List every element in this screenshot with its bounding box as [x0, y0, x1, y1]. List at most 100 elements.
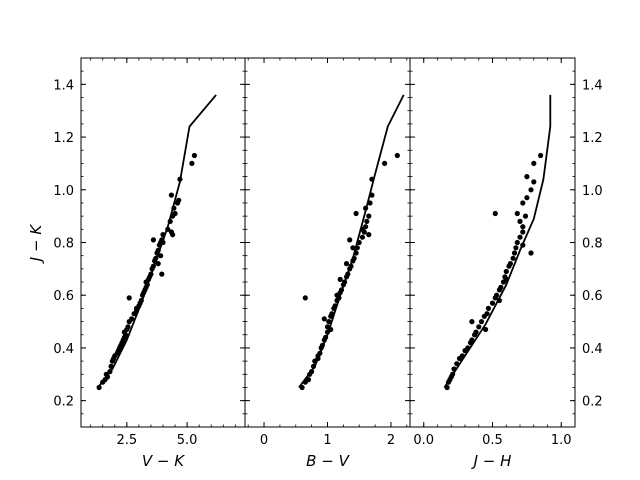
data-point [366, 232, 372, 238]
data-point [353, 210, 359, 217]
data-point [334, 292, 340, 298]
data-point [478, 319, 485, 325]
data-point [366, 213, 372, 219]
data-point [160, 239, 166, 246]
x-axis-label: V − K [142, 452, 185, 470]
data-point [160, 232, 166, 238]
data-point [143, 279, 149, 285]
data-point [454, 361, 460, 367]
data-point [338, 287, 345, 293]
data-point [319, 342, 325, 348]
data-point [492, 210, 498, 217]
data-point [359, 234, 365, 240]
data-point [511, 250, 518, 256]
data-point [321, 316, 327, 322]
data-point [524, 174, 530, 180]
y-tick-label-left: 0.6 [53, 289, 74, 304]
data-point [364, 218, 370, 224]
y-tick-label-left: 1.0 [53, 184, 74, 199]
y-axis-label: J − K [27, 224, 45, 265]
data-point [498, 284, 504, 290]
x-tick-label: 0 [260, 433, 268, 448]
x-tick-label: 2 [387, 433, 395, 448]
data-point [359, 226, 365, 232]
data-point [363, 205, 369, 211]
x-axis-label: J − H [471, 452, 512, 470]
panels-layer: 2.5 5.0 V − K 0 1 2 B − V 0.0 0.5 1.0 J − H [80, 57, 576, 470]
data-point [538, 152, 544, 159]
x-tick-label: 0.0 [413, 433, 434, 448]
data-point [469, 319, 475, 325]
y-tick-label-right: 1.0 [582, 184, 603, 199]
data-point [345, 271, 351, 277]
data-point [469, 337, 475, 343]
y-tick-label-right: 0.2 [582, 395, 603, 410]
data-point [317, 350, 323, 356]
data-point [369, 192, 375, 198]
y-tick-label-right: 0.6 [582, 289, 603, 304]
data-point [129, 316, 135, 322]
data-point [153, 255, 159, 261]
data-point [531, 179, 537, 185]
panel-1: 2.5 5.0 V − K [80, 57, 246, 470]
data-point [348, 263, 354, 269]
data-point [302, 295, 308, 301]
data-point [513, 245, 519, 251]
panel-3: 0.0 0.5 1.0 J − H [409, 57, 576, 470]
data-point [121, 329, 127, 335]
data-point [168, 192, 174, 198]
data-point [503, 268, 509, 275]
data-point [323, 334, 329, 340]
panel-frame [244, 57, 411, 428]
data-point [369, 176, 375, 182]
data-point [305, 377, 312, 383]
data-point [520, 242, 526, 248]
data-point [473, 329, 479, 335]
data-point [126, 295, 132, 301]
data-point [108, 363, 114, 369]
data-point [310, 363, 317, 369]
data-point [96, 384, 102, 391]
data-point [309, 369, 315, 375]
data-point [165, 226, 171, 232]
data-point [517, 234, 523, 240]
data-point [167, 218, 173, 224]
data-point [353, 250, 359, 256]
data-point [332, 303, 338, 309]
y-tick-label-left: 1.2 [53, 131, 74, 146]
data-point [326, 319, 332, 325]
data-point [520, 224, 526, 230]
x-tick-label: 1.0 [551, 433, 572, 448]
data-point [350, 245, 356, 251]
y-tick-label-right: 0.4 [582, 342, 603, 357]
data-point [489, 300, 496, 306]
data-point [170, 232, 176, 238]
data-point [107, 369, 113, 375]
data-point [189, 160, 195, 166]
y-tick-label-left: 1.4 [53, 78, 74, 93]
data-point [148, 271, 154, 277]
data-point [343, 261, 350, 267]
data-point [328, 326, 334, 333]
data-point [382, 160, 388, 166]
data-point [520, 200, 526, 206]
data-point [329, 311, 335, 317]
data-point [172, 210, 178, 217]
data-point [465, 345, 471, 351]
panel-2: 0 1 2 B − V [244, 57, 411, 470]
x-tick-label: 5.0 [177, 433, 198, 448]
data-point [524, 195, 530, 201]
data-point [507, 261, 513, 267]
data-point [342, 279, 348, 285]
data-point [354, 245, 360, 251]
data-point [158, 253, 164, 259]
data-point [155, 261, 161, 267]
data-point [394, 152, 400, 159]
data-point [347, 237, 353, 243]
data-point [159, 271, 165, 277]
data-point [150, 237, 156, 243]
data-point [483, 326, 489, 333]
y-tick-label-right: 0.8 [582, 237, 603, 252]
data-point [528, 187, 534, 193]
